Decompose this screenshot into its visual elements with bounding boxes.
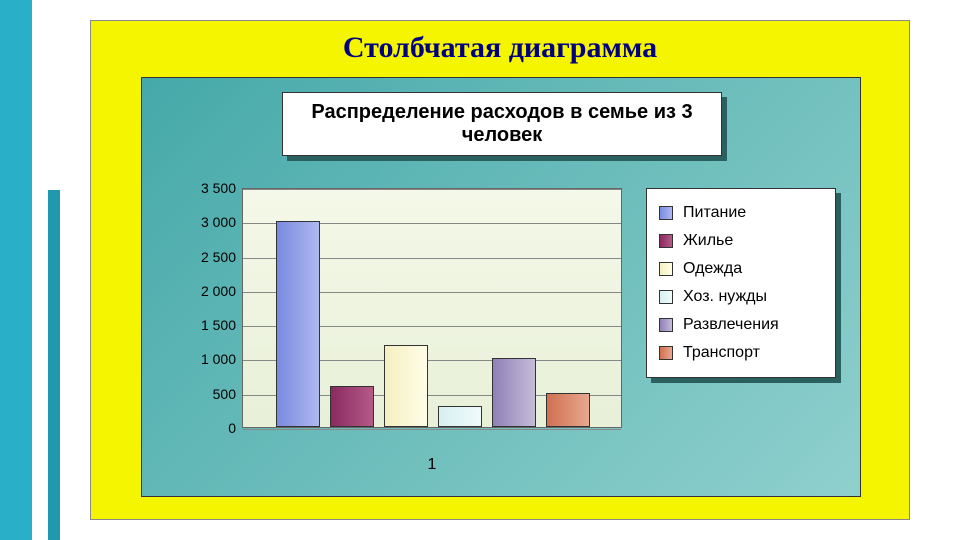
bar-2 [384, 345, 428, 427]
gridline [243, 429, 621, 430]
legend-swatch [659, 262, 673, 276]
legend-swatch [659, 234, 673, 248]
slide-title: Столбчатая диаграмма [91, 21, 909, 71]
ytick-label: 3 500 [176, 180, 236, 196]
legend-item: Транспорт [659, 339, 823, 367]
bar-0 [276, 221, 320, 427]
ytick-label: 2 500 [176, 249, 236, 265]
legend-label: Хоз. нужды [683, 288, 767, 306]
legend-label: Жилье [683, 232, 733, 250]
legend-item: Питание [659, 199, 823, 227]
legend-swatch [659, 290, 673, 304]
xaxis-category-label: 1 [242, 456, 622, 474]
chart-panel: Распределение расходов в семье из 3 чело… [141, 77, 861, 497]
slide-panel: Столбчатая диаграмма Распределение расхо… [90, 20, 910, 520]
accent-bar-thin [48, 190, 60, 540]
legend: Питание Жилье Одежда Хоз. нужды Развлечения Т… [646, 188, 836, 378]
legend-item: Хоз. нужды [659, 283, 823, 311]
ytick-label: 0 [176, 420, 236, 436]
bar-3 [438, 406, 482, 427]
legend-label: Питание [683, 204, 746, 222]
legend-item: Развлечения [659, 311, 823, 339]
plot-area [242, 188, 622, 428]
chart-subtitle: Распределение расходов в семье из 3 чело… [282, 92, 722, 156]
legend-label: Транспорт [683, 344, 760, 362]
ytick-label: 1 500 [176, 317, 236, 333]
bar-4 [492, 358, 536, 427]
bar-1 [330, 386, 374, 427]
legend-label: Одежда [683, 260, 742, 278]
ytick-label: 500 [176, 386, 236, 402]
accent-gap [32, 0, 48, 540]
legend-swatch [659, 318, 673, 332]
legend-swatch [659, 206, 673, 220]
legend-label: Развлечения [683, 316, 779, 334]
accent-bar-left [0, 0, 32, 540]
ytick-label: 2 000 [176, 283, 236, 299]
legend-item: Одежда [659, 255, 823, 283]
bar-5 [546, 393, 590, 427]
legend-item: Жилье [659, 227, 823, 255]
legend-swatch [659, 346, 673, 360]
gridline [243, 189, 621, 190]
ytick-label: 3 000 [176, 214, 236, 230]
ytick-label: 1 000 [176, 351, 236, 367]
